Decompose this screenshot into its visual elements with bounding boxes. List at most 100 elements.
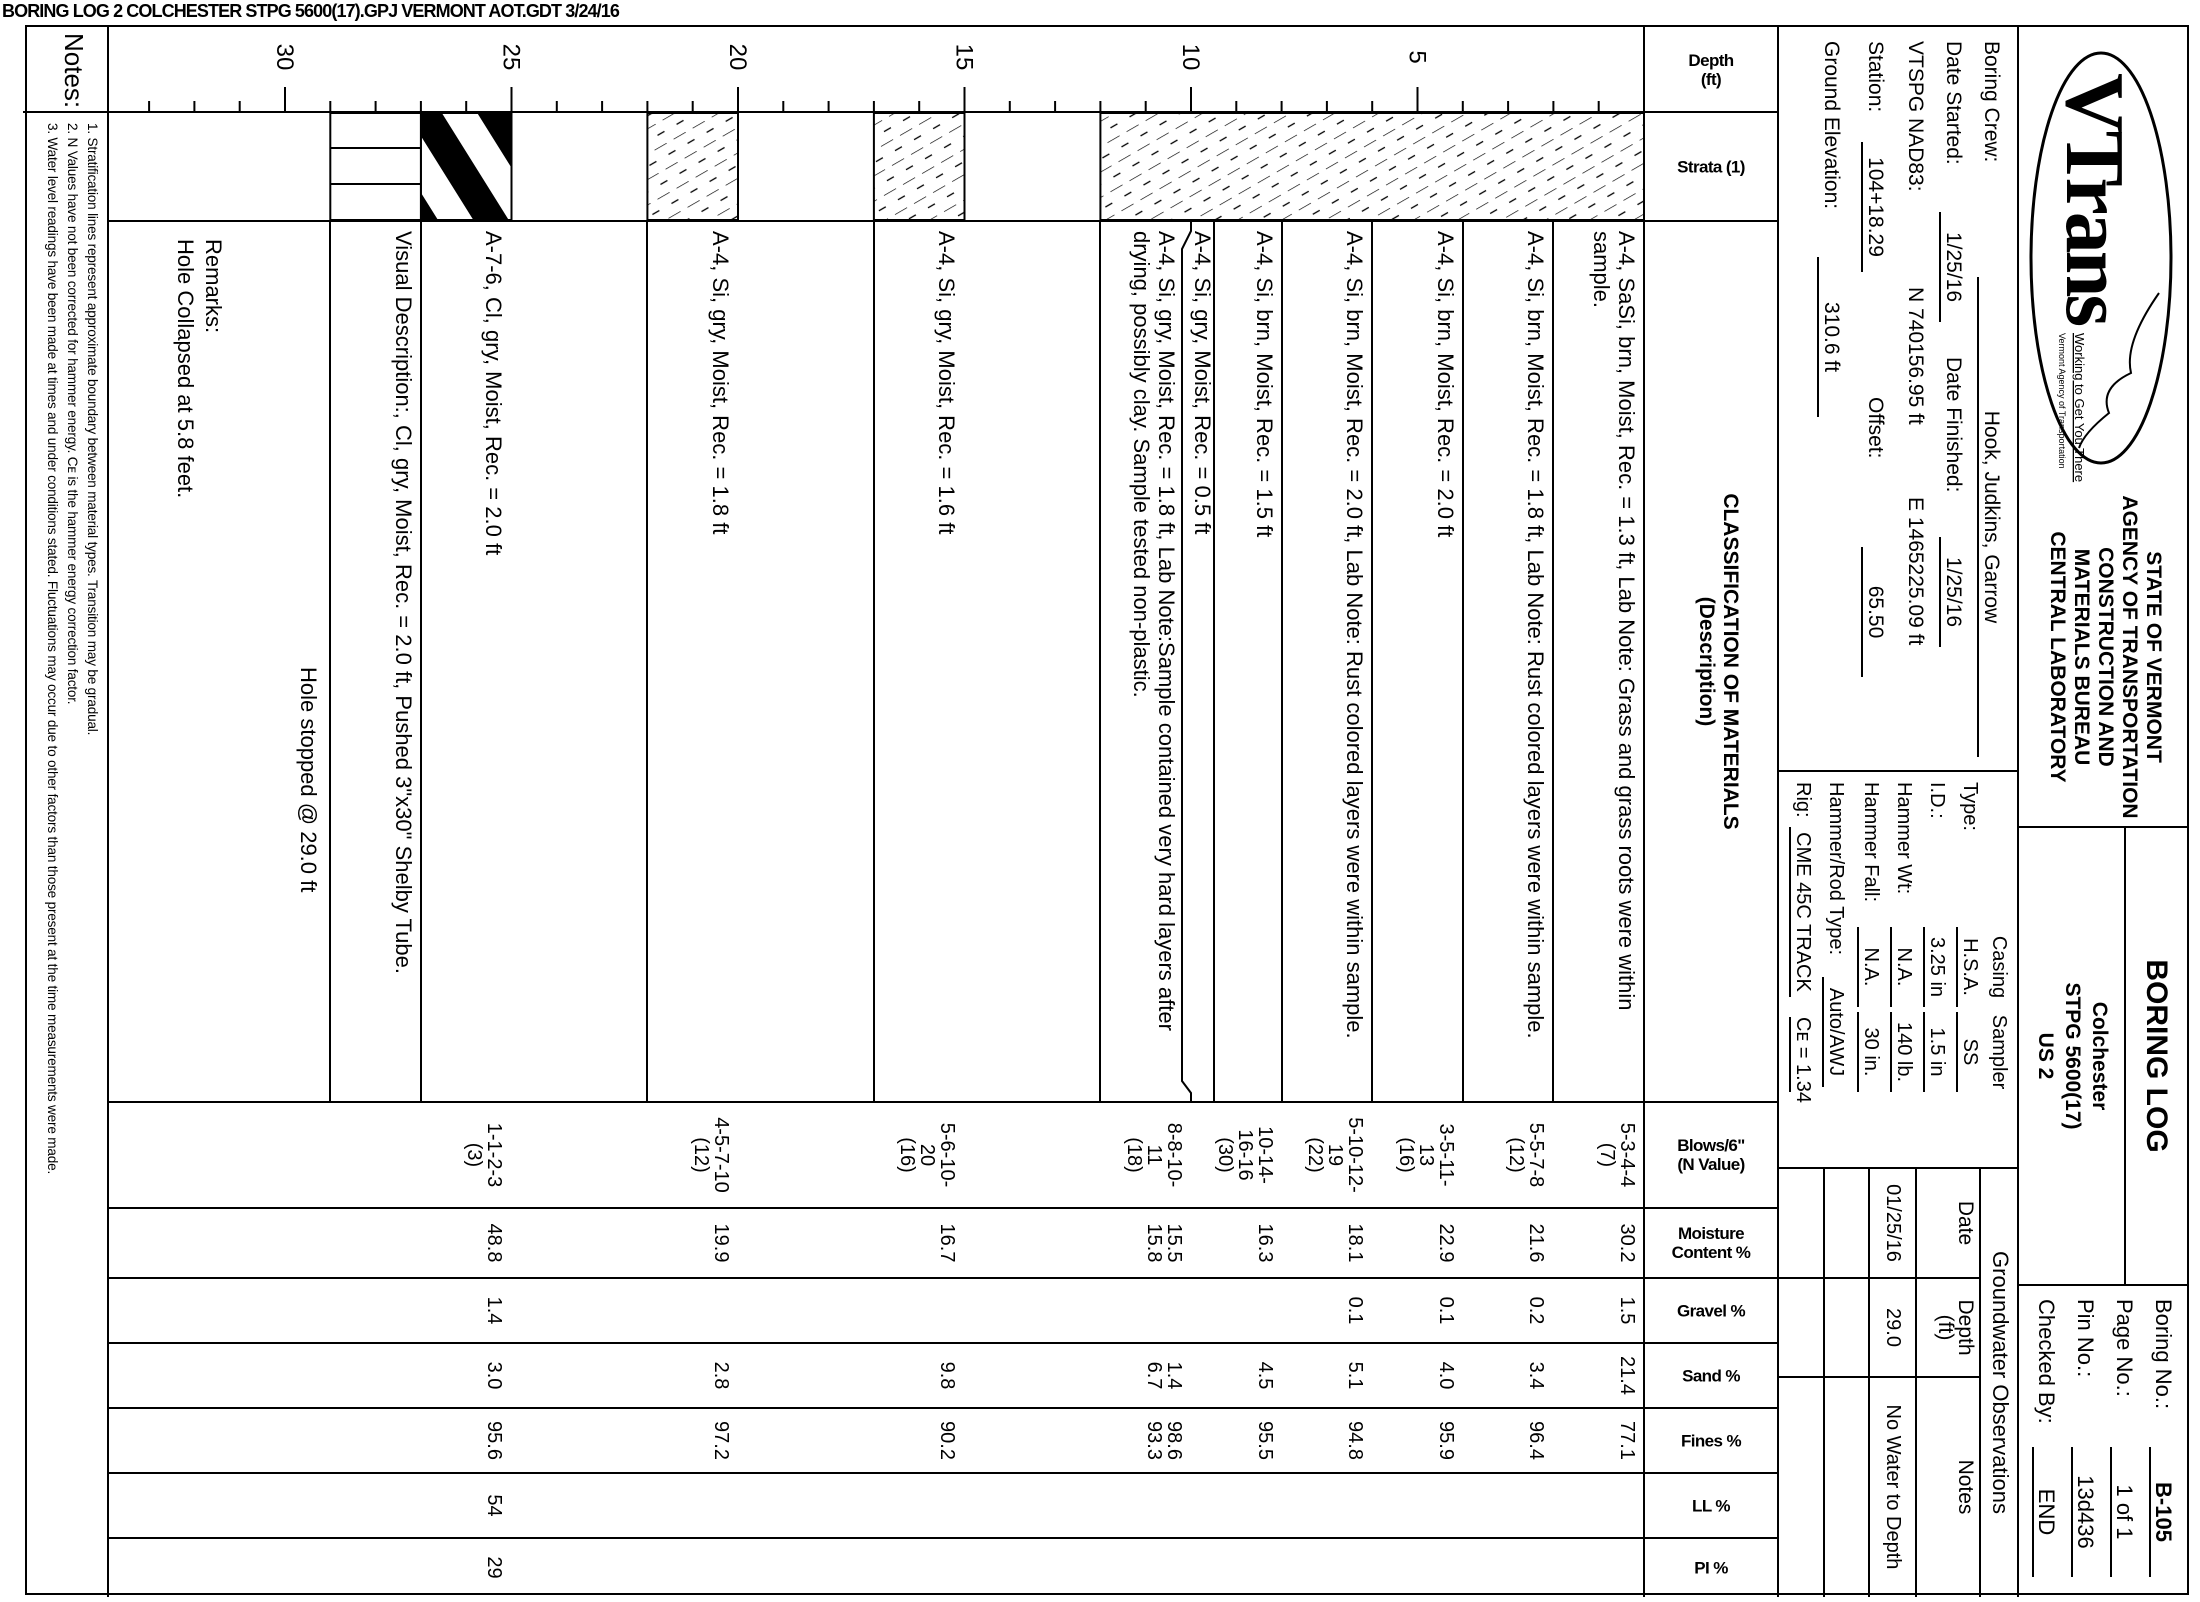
logo-tagline: Working to Get You There [2072,333,2087,482]
table-header-strata-label: Strata (1) [1677,157,1745,176]
sample-fines: 95.9 [1434,1421,1457,1460]
table-header-depth: Depth (ft) [1644,27,1778,112]
groundwater-cell: 29.0 [1882,1308,1904,1347]
sample-moisture: 22.9 [1434,1223,1457,1263]
table-header-fines: Fines % [1644,1408,1778,1473]
sample-sand: 4.5 [1253,1361,1276,1390]
logo-brand: VTrans [2048,73,2141,325]
crew-elevation: 310.6 ft [1817,257,1843,417]
sample-moisture: 15.5 [1163,1223,1185,1263]
divider [1461,221,1464,1102]
divider [23,111,108,113]
sample-blows: 5-5-7-8 [1525,1122,1548,1188]
depth-label: 10 [1177,44,1204,71]
sample-moisture: 30.2 [1616,1223,1638,1263]
table-header-classification: CLASSIFICATION OF MATERIALS (Description… [1695,493,1742,830]
hole-stopped-note: Hole stopped @ 29.0 ft [296,667,322,893]
sample-blows: 5-3-4-4 [1616,1122,1638,1188]
sample-blows: (30) [1213,1137,1236,1173]
divider [2124,827,2126,1285]
equipment-label: Hammer Fall: [1860,782,1882,903]
divider [108,1537,1778,1539]
sample-fines: 97.2 [710,1421,732,1460]
crew-northing: N 740156.95 ft [1904,287,1927,425]
sample-moisture: 18.1 [1344,1223,1367,1263]
sample-blows: (3) [463,1142,486,1168]
sample-fines: 77.1 [1616,1421,1638,1460]
note-line: 1. Stratification lines represent approx… [85,123,100,736]
equipment-label: Type: [1959,782,1981,831]
table-header-depth-label: Depth (ft) [1688,50,1734,89]
remarks-label: Remarks: [201,239,226,334]
equipment-casing: H.S.A. [1956,927,1982,1007]
sample-fines: 95.5 [1253,1421,1276,1460]
crew-date-finished-label: Date Finished: [1942,357,1965,493]
groundwater-header: Date [1954,1200,1977,1246]
crew-date-started-label: Date Started: [1942,41,1965,165]
project-line: Colchester [2088,1001,2111,1111]
crew-boring-crew: Hook, Judkins, Garrow [1977,277,2003,757]
depth-ruler: 5 10 15 20 25 30 [148,44,1644,112]
agency-line: CENTRAL LABORATORY [2046,531,2069,783]
description: A-4, Si, gry, Moist, Rec. = 1.8 ft, Lab … [1129,231,1179,1031]
divider [419,221,422,1102]
groundwater-cell: No Water to Depth [1882,1404,1904,1570]
crew-offset-label: Offset: [1864,397,1887,459]
table-header-ll: LL % [1644,1473,1778,1538]
sample-blows: 16-16 [1233,1129,1256,1181]
sample-blows: 3-5-11- [1434,1123,1457,1187]
sample-blows: 4-5-7-10 [710,1117,732,1193]
sample-sand: 21.4 [1616,1356,1638,1395]
description: A-4, Si, gry, Moist, Rec. = 1.8 ft [708,231,733,535]
crew-easting: E 1465225.09 ft [1904,497,1927,646]
crew-nad-label: VTSPG NAD83: [1904,41,1927,192]
crew-offset: 65.50 [1861,547,1887,677]
equipment-label: I.D.: [1926,782,1948,819]
boring-id-value: END [2032,1447,2059,1577]
sample-blows: 5-6-10- [936,1122,959,1188]
description: A-7-6, Cl, gry, Moist, Rec. = 2.0 ft [481,231,507,556]
divider [107,27,109,1597]
sample-sand: 9.8 [936,1361,959,1390]
boring-id-label: Checked By: [2034,1299,2059,1424]
sample-ll: 54 [483,1494,506,1517]
divider [1979,1168,1981,1597]
divider [1552,221,1555,1102]
table-header-pi-label: PI % [1694,1558,1728,1577]
divider [1868,1168,1870,1597]
note-line: 3. Water level readings have been made a… [45,123,60,1175]
agency-line: AGENCY OF TRANSPORTATION [2118,495,2141,819]
sample-sand: 3.4 [1525,1361,1548,1390]
equipment-label: Hammer Wt: [1893,782,1915,895]
boring-id-label: Pin No.: [2073,1299,2098,1378]
table-header-sand-label: Sand % [1682,1366,1740,1385]
table-header-ll-label: LL % [1692,1496,1730,1515]
project-line: STPG 5600(17) [2061,982,2084,1130]
equipment-sampler: 140 lb. [1890,1012,1916,1092]
table-header-gravel-label: Gravel % [1677,1301,1745,1320]
sample-fines: 98.6 [1163,1421,1185,1460]
logo-subtitle: Vermont Agency of Transportation [2057,333,2067,469]
boring-id-label: Page No.: [2112,1299,2137,1397]
description: A-4, SaSi, brn, Moist, Rec. = 1.3 ft, La… [1589,231,1639,1011]
divider [1371,221,1374,1102]
sample-moisture: 15.8 [1143,1223,1165,1263]
sample-blows: (16) [896,1137,919,1173]
sampler-header: Sampler [1988,1014,2010,1090]
sample-blows: (16) [1394,1137,1417,1173]
strata-column [329,112,1644,221]
divider [1915,1168,1917,1597]
sample-blows: (12) [690,1137,712,1173]
crew-date-started: 1/25/16 [1939,212,1965,322]
table-header-moisture: Moisture Content % [1644,1208,1778,1278]
vtrans-logo: VTrans Working to Get You There Vermont … [2029,51,2173,482]
table-header-strata: Strata (1) [1644,112,1778,221]
equipment-sampler: 1.5 in [1923,1012,1949,1092]
description: Visual Description:, Cl, gry, Moist, Rec… [390,231,416,974]
sample-blows: 20 [916,1143,939,1167]
boring-id-value: B-105 [2149,1447,2176,1577]
crew-date-finished: 1/25/16 [1939,537,1965,647]
casing-header: Casing [1988,935,2010,999]
divider [2017,27,2019,1597]
divider [1778,770,2018,772]
